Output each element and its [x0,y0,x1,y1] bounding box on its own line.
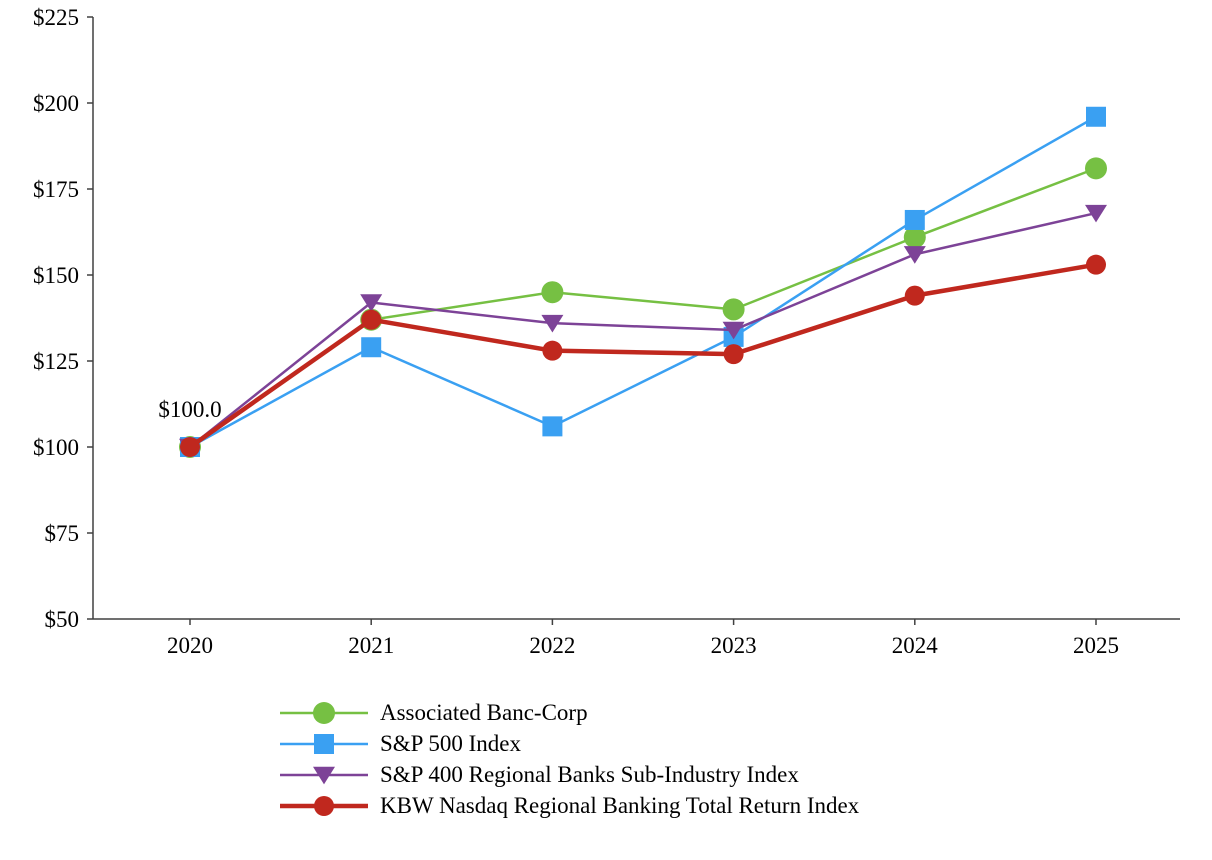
legend-marker-triangle-down [280,766,368,785]
chart-legend: Associated Banc-Corp S&P 500 Index S&P 400… [278,698,859,821]
series-4 [180,254,1106,457]
y-axis-tick-label: $200 [33,91,79,116]
x-axis-tick-label: 2022 [529,633,575,658]
start-value-annotation: $100.0 [158,397,221,422]
series-1 [179,157,1107,458]
x-axis-tick-label: 2021 [348,633,394,658]
x-axis-tick-label: 2020 [167,633,213,658]
x-axis-tick-label: 2023 [711,633,757,658]
series-2 [180,106,1106,457]
x-axis-tick-label: 2024 [892,633,939,658]
y-axis-tick-label: $50 [45,607,80,632]
legend-item: Associated Banc-Corp [278,698,859,728]
y-axis-tick-label: $125 [33,349,79,374]
x-axis-tick-label: 2025 [1073,633,1119,658]
y-axis-tick-label: $225 [33,5,79,30]
legend-marker-circle [280,702,368,724]
y-axis-tick-label: $100 [33,435,79,460]
legend-marker-circle [280,796,368,816]
legend-item: KBW Nasdaq Regional Banking Total Return… [278,791,859,821]
legend-label: Associated Banc-Corp [380,700,588,725]
legend-item: S&P 400 Regional Banks Sub-Industry Inde… [278,760,859,790]
legend-label: S&P 400 Regional Banks Sub-Industry Inde… [380,762,799,787]
y-axis-tick-label: $75 [45,521,80,546]
legend-marker-square [280,734,368,754]
y-axis-tick-label: $175 [33,177,79,202]
y-axis-tick-label: $150 [33,263,79,288]
legend-label: KBW Nasdaq Regional Banking Total Return… [380,793,860,818]
series-3 [179,204,1107,457]
legend-label: S&P 500 Index [380,731,521,756]
legend-item: S&P 500 Index [278,729,859,759]
